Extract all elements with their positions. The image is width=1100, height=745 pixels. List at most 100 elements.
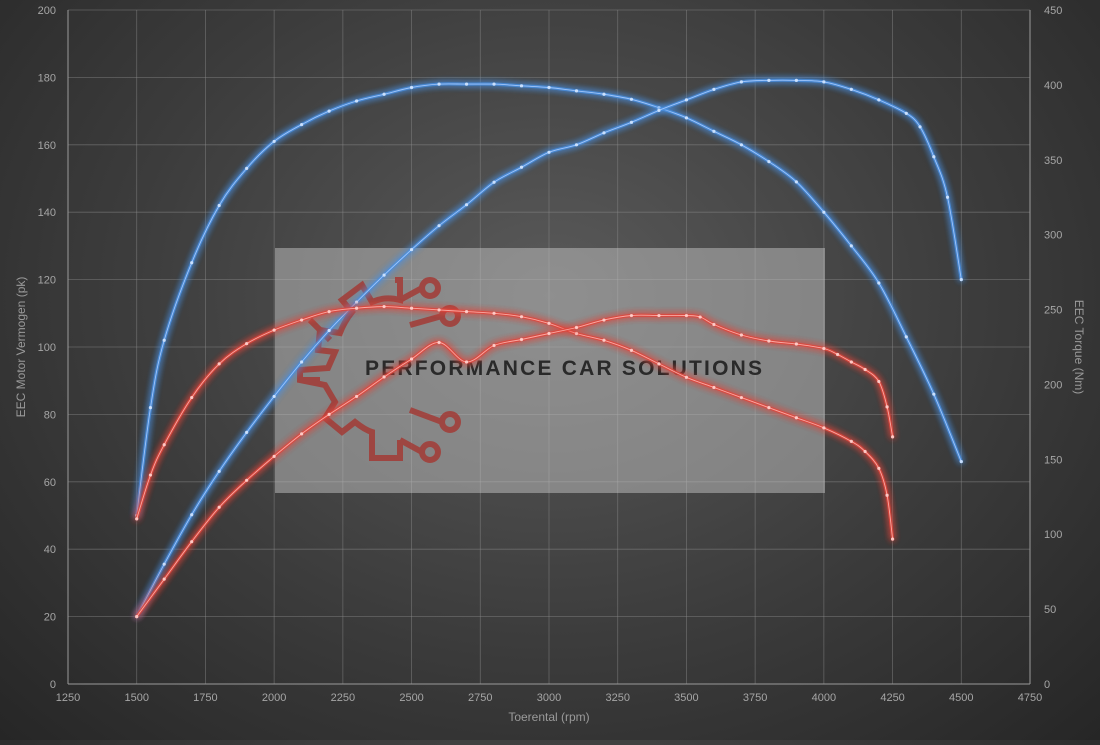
data-point — [409, 306, 414, 310]
x-axis-title: Toerental (rpm) — [508, 710, 589, 724]
data-point — [382, 375, 386, 379]
data-point — [849, 87, 853, 91]
y-left-tick-label: 40 — [44, 544, 56, 556]
data-point — [932, 392, 936, 396]
data-point — [190, 395, 194, 400]
x-tick-label: 1500 — [124, 692, 148, 704]
data-point — [657, 313, 661, 318]
y-right-tick-label: 250 — [1044, 305, 1062, 317]
y-left-tick-label: 120 — [38, 275, 56, 287]
data-point — [272, 139, 276, 144]
data-point — [464, 82, 469, 86]
data-point — [657, 108, 661, 112]
data-point — [437, 82, 441, 86]
data-point — [822, 346, 826, 351]
data-point — [300, 122, 304, 127]
watermark: PERFORMANCE CAR SOLUTIONS — [275, 248, 825, 493]
data-point — [437, 308, 441, 312]
data-point — [945, 195, 950, 199]
data-point — [959, 459, 963, 464]
data-point — [629, 313, 634, 318]
data-point — [272, 328, 276, 332]
x-tick-label: 3500 — [674, 692, 698, 704]
data-point — [547, 331, 551, 336]
data-point — [492, 180, 496, 184]
data-point — [464, 203, 469, 207]
data-point — [657, 362, 661, 366]
data-point — [849, 439, 853, 443]
data-point — [217, 505, 221, 509]
data-point — [739, 80, 744, 84]
data-point — [300, 360, 304, 364]
data-point — [794, 180, 798, 184]
data-point — [684, 313, 689, 318]
data-point — [148, 406, 153, 410]
y-left-tick-label: 140 — [38, 207, 56, 219]
y-right-tick-label: 150 — [1044, 454, 1062, 466]
data-point — [890, 435, 895, 439]
data-point — [217, 203, 221, 208]
data-point — [794, 342, 798, 346]
data-point — [602, 92, 606, 96]
data-point — [767, 78, 771, 82]
data-point — [602, 131, 606, 135]
grid-lines — [67, 9, 1031, 685]
x-tick-label: 4500 — [949, 692, 973, 704]
data-point — [190, 540, 194, 544]
data-point — [148, 473, 153, 477]
data-point — [300, 318, 304, 322]
data-point — [190, 513, 194, 517]
y-left-tick-label: 180 — [38, 72, 56, 84]
series-1-blue-right — [135, 78, 963, 619]
gear-circuit-logo-icon — [297, 277, 461, 463]
data-point — [904, 335, 908, 339]
data-point — [574, 325, 579, 330]
data-point — [739, 143, 744, 147]
data-point — [684, 375, 689, 379]
data-point — [877, 379, 881, 384]
data-point — [382, 304, 386, 309]
y-right-tick-label: 300 — [1044, 230, 1062, 242]
data-point — [863, 367, 867, 372]
data-point — [327, 328, 331, 333]
data-point — [712, 322, 716, 327]
data-point — [245, 478, 249, 482]
data-point — [519, 337, 524, 342]
data-point — [437, 340, 441, 345]
data-point — [767, 160, 771, 164]
data-point — [355, 394, 359, 399]
x-tick-label: 2250 — [331, 692, 355, 704]
data-point — [245, 166, 249, 170]
data-point — [327, 310, 331, 314]
data-point — [822, 80, 826, 84]
data-point — [890, 537, 895, 541]
x-tick-label: 4000 — [812, 692, 836, 704]
data-point — [135, 517, 139, 521]
data-point — [245, 342, 249, 346]
x-tick-label: 3000 — [537, 692, 561, 704]
data-point — [409, 248, 414, 252]
data-point — [885, 493, 889, 497]
x-tick-label: 3750 — [743, 692, 767, 704]
y-right-tick-label: 200 — [1044, 379, 1062, 391]
data-point — [918, 125, 922, 129]
x-tick-label: 1750 — [193, 692, 217, 704]
data-point — [836, 352, 840, 357]
data-point — [217, 362, 221, 366]
series-2-red-left — [135, 304, 895, 541]
data-point — [327, 412, 331, 416]
data-point — [574, 331, 579, 336]
data-point — [822, 210, 826, 214]
watermark-text: PERFORMANCE CAR SOLUTIONS — [365, 357, 764, 380]
data-point — [547, 150, 551, 154]
data-point — [245, 430, 249, 434]
data-point — [767, 339, 771, 343]
data-point — [822, 426, 826, 430]
data-point — [877, 466, 881, 470]
y-right-tick-label: 450 — [1044, 5, 1062, 17]
data-point — [272, 454, 276, 458]
data-point — [382, 273, 386, 277]
data-point — [519, 84, 524, 88]
data-point — [547, 321, 551, 326]
